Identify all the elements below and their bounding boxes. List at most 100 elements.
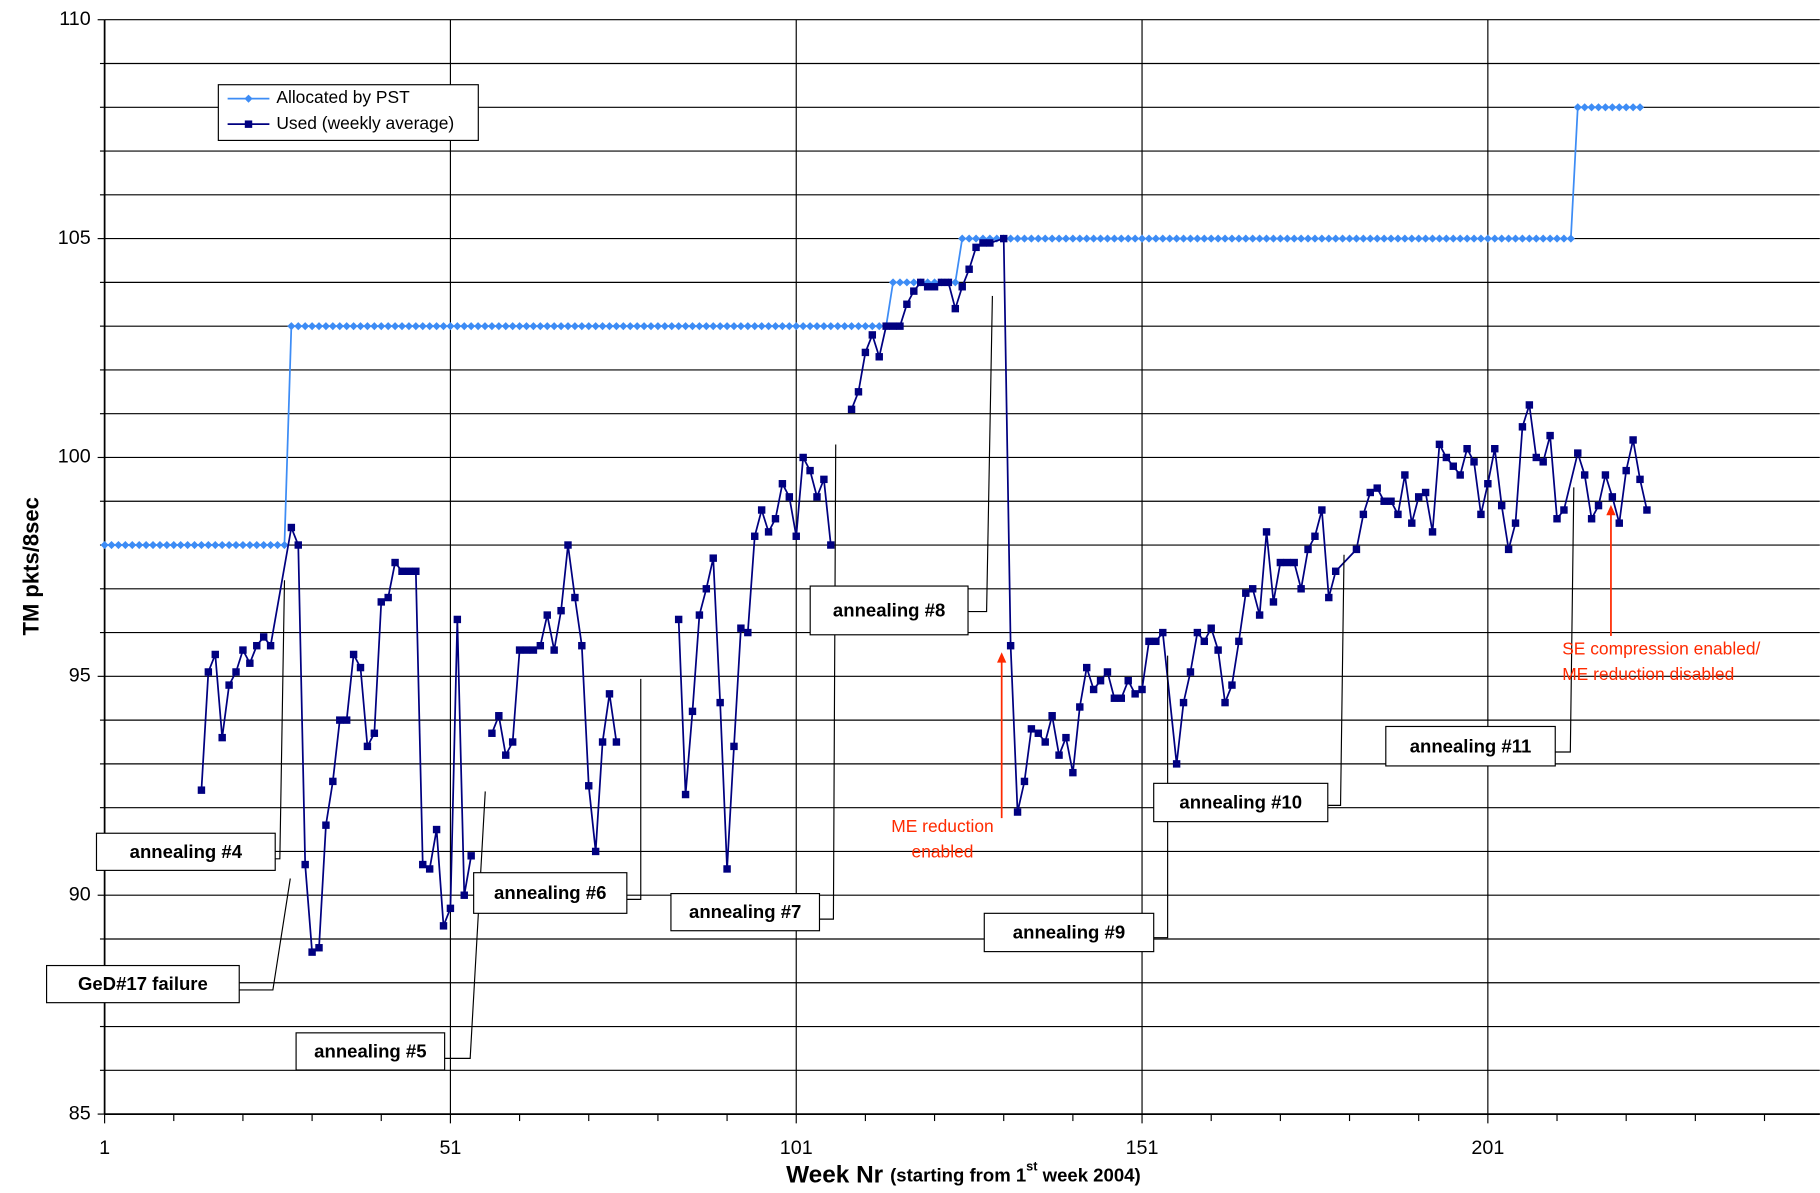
- point: [702, 322, 711, 331]
- point: [232, 668, 240, 676]
- point: [1089, 685, 1098, 694]
- point: [1546, 431, 1554, 440]
- point: [1532, 453, 1540, 462]
- point: [1283, 558, 1291, 567]
- y-tick-label: 95: [69, 665, 91, 687]
- point: [1083, 663, 1091, 672]
- point: [446, 904, 455, 913]
- point: [391, 322, 400, 331]
- point: [605, 322, 614, 331]
- annotation-text: annealing #9: [1013, 922, 1125, 943]
- point: [1228, 681, 1236, 689]
- point: [868, 331, 877, 339]
- point: [674, 322, 683, 331]
- point: [1000, 234, 1008, 243]
- point: [1560, 506, 1568, 514]
- point: [1311, 532, 1319, 540]
- y-axis-label: TM pkts/8sec: [18, 497, 43, 635]
- point: [446, 322, 455, 331]
- point: [1069, 768, 1077, 777]
- point: [854, 322, 863, 331]
- point: [1428, 528, 1437, 536]
- point: [398, 567, 406, 575]
- point: [225, 540, 234, 550]
- point: [1469, 234, 1479, 243]
- point: [253, 641, 261, 650]
- annotation-box: [670, 893, 821, 932]
- point: [155, 540, 165, 550]
- point: [840, 322, 849, 331]
- point: [557, 322, 566, 331]
- point: [861, 348, 870, 357]
- point: [944, 278, 953, 287]
- point: [204, 540, 213, 550]
- annotation-box: [473, 872, 628, 914]
- point: [778, 480, 787, 488]
- point: [819, 322, 828, 331]
- point: [1421, 488, 1430, 497]
- point: [1227, 234, 1237, 243]
- point: [1234, 234, 1243, 243]
- point: [1504, 234, 1513, 243]
- point: [453, 322, 462, 331]
- leader-line: [1555, 487, 1575, 753]
- point: [522, 322, 531, 331]
- point: [1497, 234, 1506, 243]
- point: [1020, 234, 1029, 243]
- point: [1518, 234, 1527, 243]
- point: [1587, 515, 1596, 523]
- point: [1048, 234, 1057, 243]
- point: [1394, 510, 1402, 519]
- point: [121, 540, 130, 550]
- point: [148, 540, 158, 550]
- point: [1193, 628, 1202, 637]
- point: [1186, 668, 1195, 676]
- point: [1608, 103, 1617, 112]
- point: [1324, 234, 1333, 243]
- point: [1200, 234, 1209, 243]
- point: [266, 540, 275, 550]
- point: [384, 322, 393, 331]
- point: [328, 322, 337, 331]
- point: [1172, 760, 1181, 768]
- leader-line: [626, 678, 642, 900]
- point: [266, 641, 275, 650]
- point: [197, 540, 206, 550]
- point: [1380, 497, 1388, 505]
- point: [1539, 234, 1548, 243]
- point: [1525, 234, 1534, 243]
- point: [577, 322, 586, 331]
- point: [1456, 234, 1465, 243]
- point: [854, 388, 863, 396]
- x-tick-label: 1: [99, 1137, 110, 1159]
- point: [958, 283, 966, 291]
- leader-line: [275, 580, 286, 860]
- point: [1076, 703, 1084, 711]
- point: [1290, 558, 1298, 567]
- point: [405, 567, 413, 575]
- point: [598, 322, 607, 331]
- point: [176, 540, 185, 550]
- point: [543, 322, 552, 331]
- point: [598, 738, 607, 746]
- point: [1062, 733, 1070, 742]
- annotation-text: annealing #10: [1179, 792, 1302, 813]
- point: [1235, 637, 1243, 646]
- point: [239, 646, 247, 654]
- point: [183, 540, 192, 550]
- point: [612, 322, 621, 331]
- point: [1124, 677, 1132, 685]
- annotation-box: [1153, 782, 1329, 823]
- point: [1318, 506, 1326, 514]
- point: [1034, 729, 1043, 737]
- point: [1103, 234, 1112, 243]
- point: [751, 532, 759, 540]
- point: [453, 615, 462, 624]
- point: [1483, 234, 1492, 243]
- point: [757, 506, 766, 514]
- point: [529, 322, 538, 331]
- point: [709, 554, 717, 562]
- point: [1317, 234, 1326, 243]
- point: [591, 847, 600, 856]
- leader-line: [968, 295, 993, 613]
